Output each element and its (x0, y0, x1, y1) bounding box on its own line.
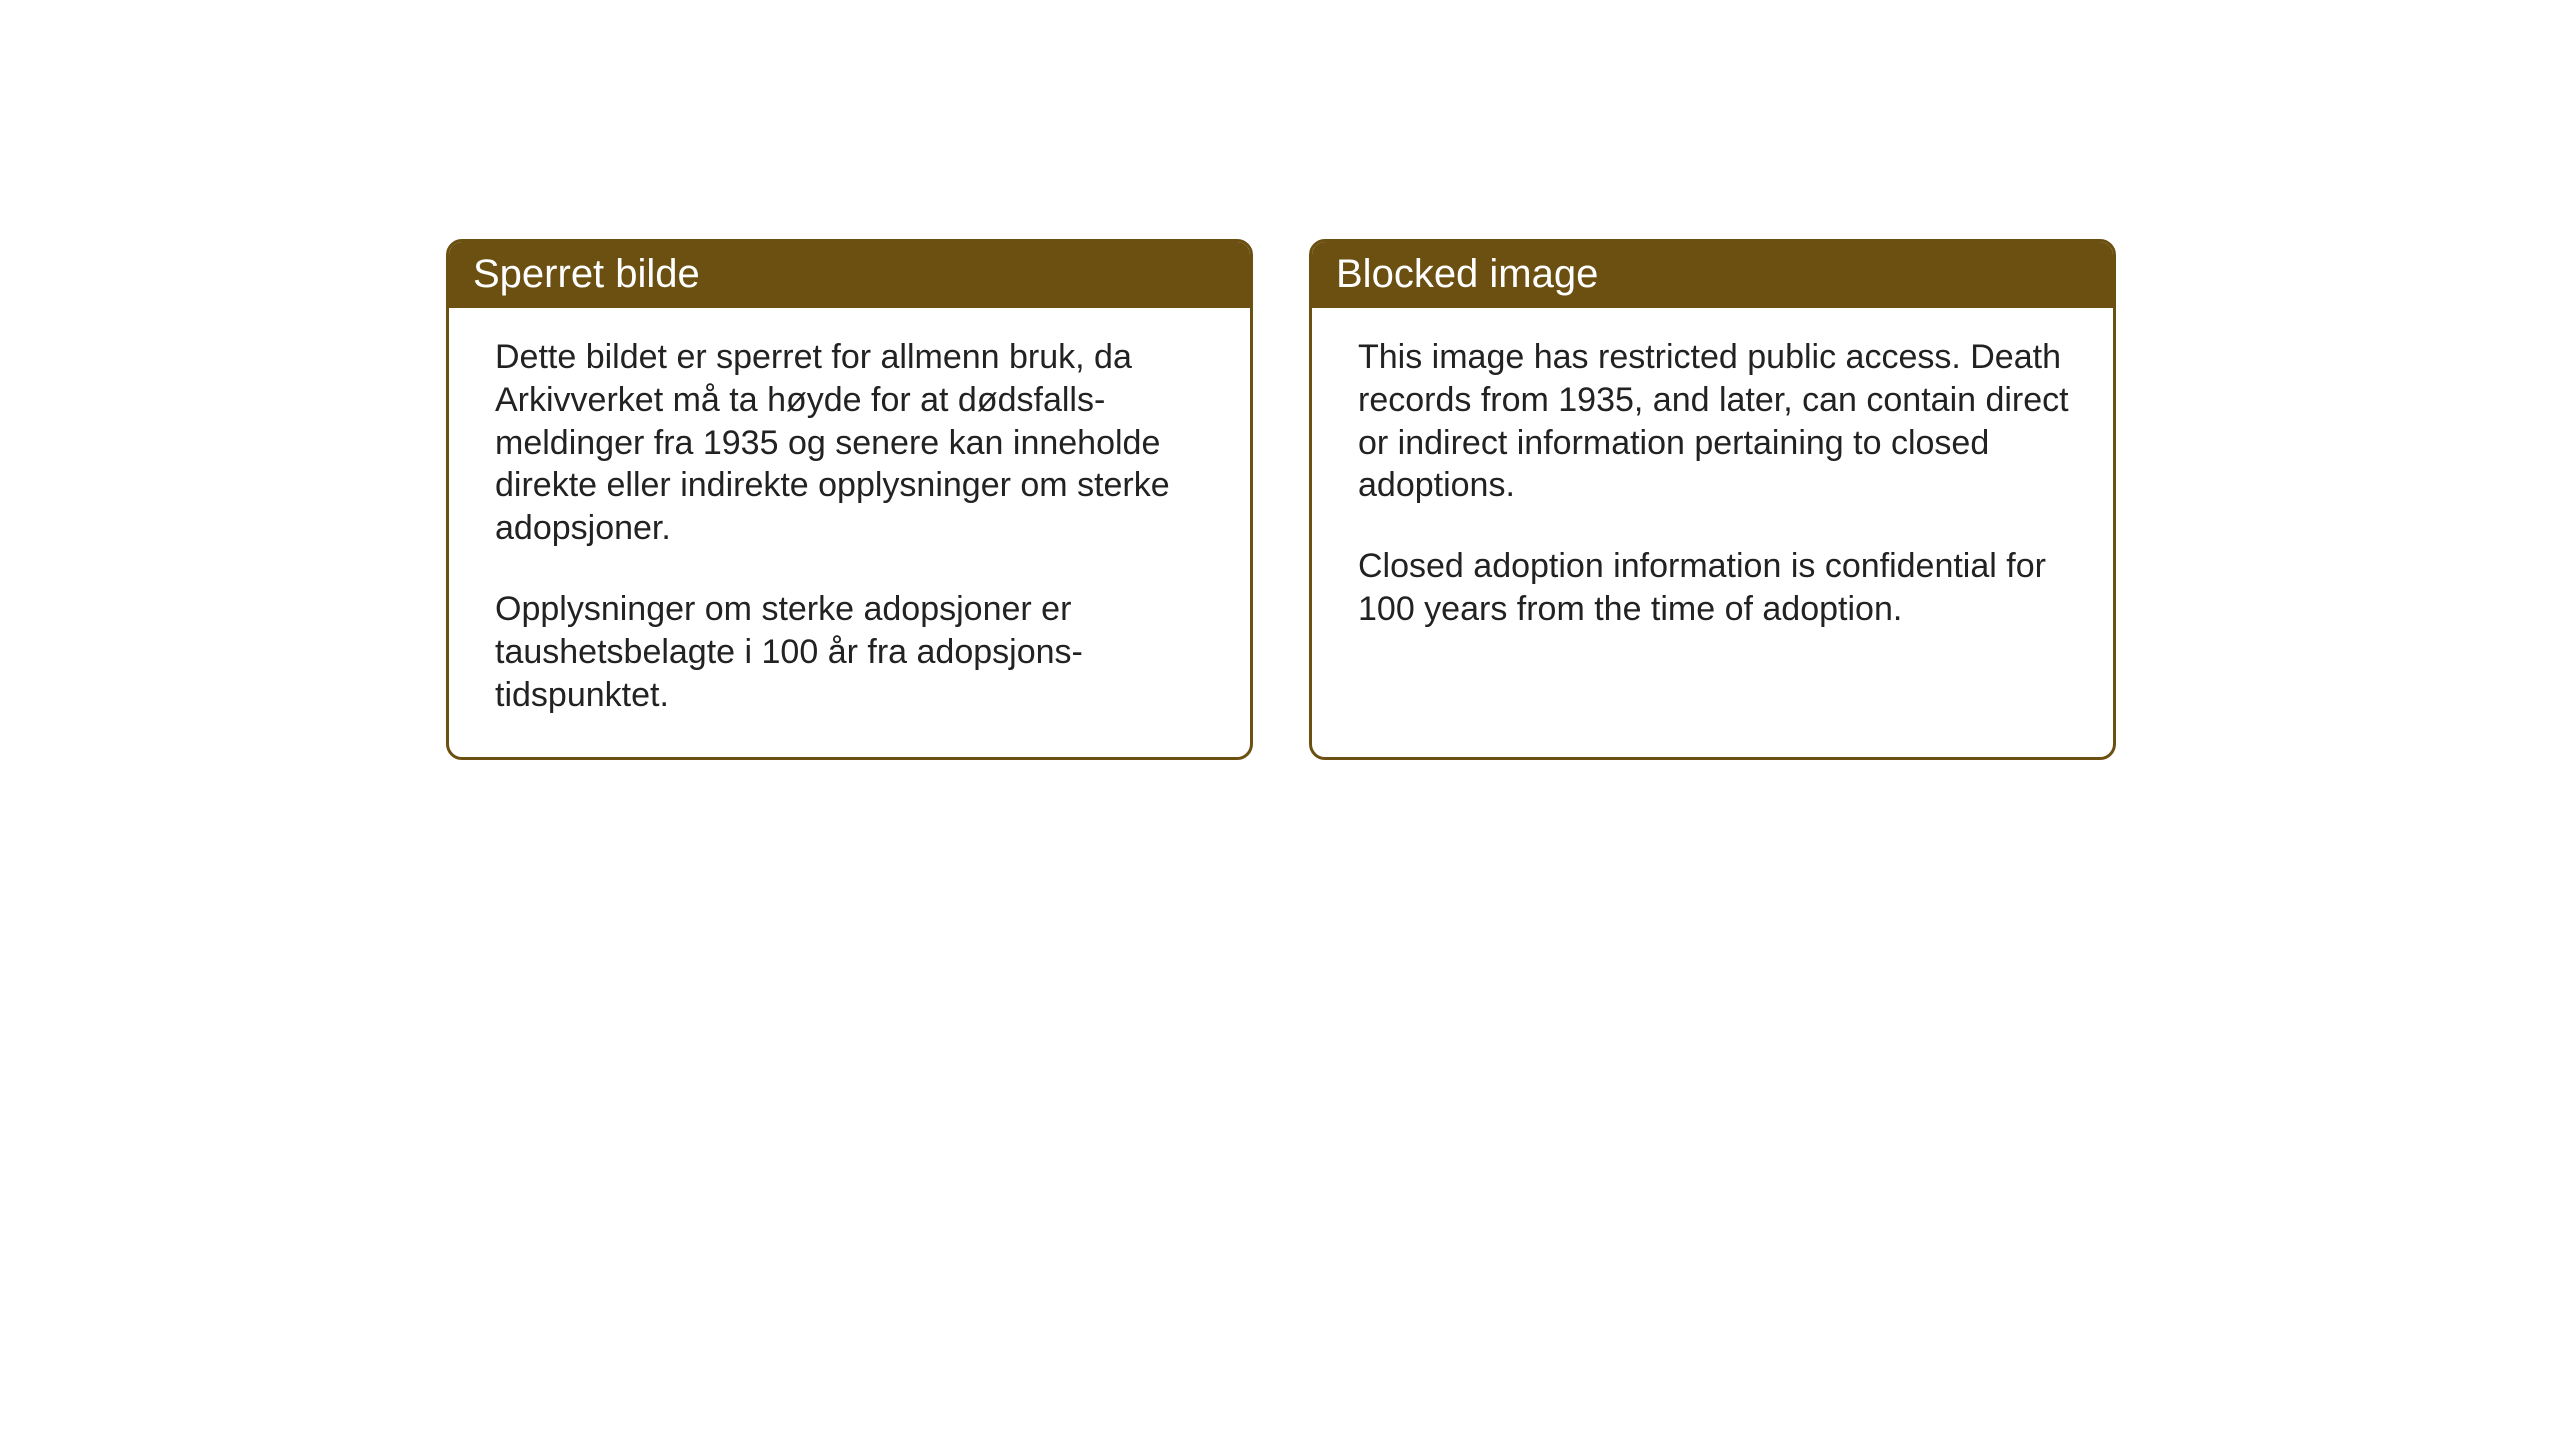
notice-header-norwegian: Sperret bilde (449, 242, 1250, 308)
notice-paragraph: Dette bildet er sperret for allmenn bruk… (495, 336, 1210, 550)
notice-paragraph: Opplysninger om sterke adopsjoner er tau… (495, 588, 1210, 716)
notice-box-english: Blocked image This image has restricted … (1309, 239, 2116, 760)
notices-container: Sperret bilde Dette bildet er sperret fo… (446, 239, 2116, 760)
notice-body-english: This image has restricted public access.… (1312, 308, 2113, 671)
notice-title: Blocked image (1336, 252, 1598, 296)
notice-paragraph: Closed adoption information is confident… (1358, 545, 2073, 631)
notice-title: Sperret bilde (473, 252, 700, 296)
notice-box-norwegian: Sperret bilde Dette bildet er sperret fo… (446, 239, 1253, 760)
notice-body-norwegian: Dette bildet er sperret for allmenn bruk… (449, 308, 1250, 757)
notice-header-english: Blocked image (1312, 242, 2113, 308)
notice-paragraph: This image has restricted public access.… (1358, 336, 2073, 507)
